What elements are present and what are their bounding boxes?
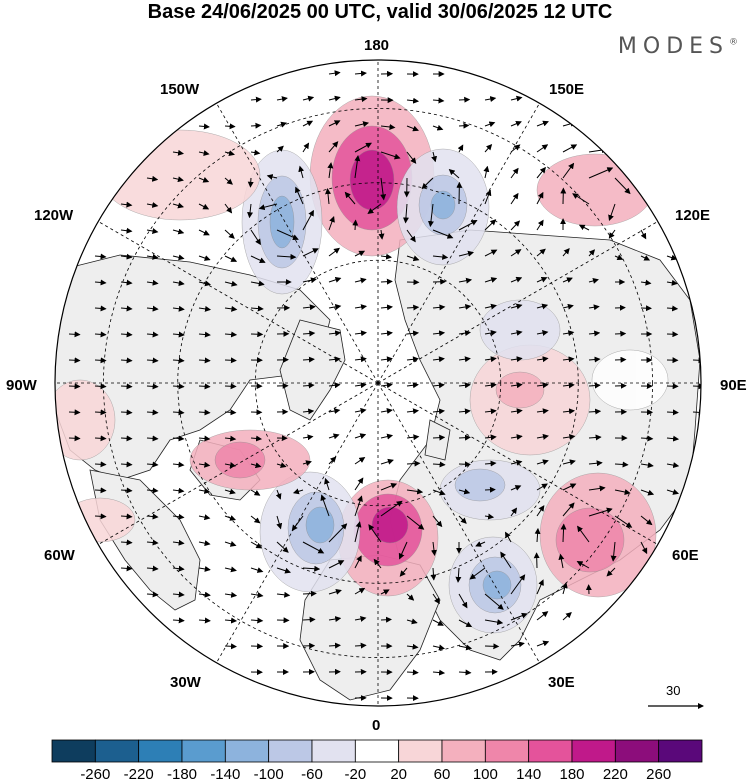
colorbar-tick-label: 60 [433, 766, 451, 783]
lon-label-30e: 30E [548, 674, 575, 691]
colorbar-swatch [224, 739, 270, 763]
colorbar-swatch [484, 739, 530, 763]
lon-label-60w: 60W [44, 547, 75, 564]
lon-label-30w: 30W [170, 674, 201, 691]
colorbar-swatch [571, 739, 616, 763]
colorbar-tick-label: 140 [516, 766, 542, 783]
colorbar-swatch [311, 739, 356, 763]
anomaly-shading [55, 95, 669, 634]
colorbar-swatch [441, 739, 486, 763]
colorbar-swatch [181, 739, 226, 763]
colorbar-swatch [528, 739, 573, 763]
wind-vectors [68, 70, 701, 702]
lon-label-120e: 120E [675, 207, 711, 224]
colorbar-tick-label: 260 [646, 766, 672, 783]
lon-label-120w: 120W [34, 207, 74, 224]
colorbar-swatch [138, 739, 183, 763]
colorbar-tick-label: 180 [559, 766, 585, 783]
colorbar-tick-label: -20 [344, 766, 367, 783]
colorbar-swatch [614, 739, 660, 763]
lon-label-0: 0 [372, 717, 381, 734]
lon-label-90w: 90W [6, 377, 37, 394]
colorbar-swatch [658, 739, 703, 763]
colorbar-tick-label: -180 [166, 766, 198, 783]
colorbar-tick-label: 20 [390, 766, 407, 783]
lon-label-180: 180 [364, 37, 390, 54]
colorbar-tick-label: -260 [80, 766, 111, 783]
map-title: Base 24/06/2025 00 UTC, valid 30/06/2025… [147, 1, 613, 23]
colorbar-tick-label: -220 [123, 766, 154, 783]
lon-label-150e: 150E [549, 81, 585, 98]
map-boundary [54, 59, 702, 707]
colorbar-tick-label: -100 [253, 766, 284, 783]
colorbar-tick-label: -140 [210, 766, 241, 783]
registered-mark: ® [729, 37, 738, 48]
reference-vector-label: 30 [666, 683, 681, 698]
brand-text: MODES [617, 34, 729, 59]
colorbar-tick-label: -60 [301, 766, 323, 783]
lon-label-90e: 90E [720, 377, 747, 394]
colorbar-swatch [268, 739, 313, 763]
colorbar-swatch [51, 739, 96, 763]
lon-label-60e: 60E [672, 547, 699, 564]
lon-label-150w: 150W [160, 81, 200, 98]
colorbar-swatch [94, 739, 140, 763]
colorbar-tick-label: 220 [602, 766, 628, 783]
colorbar-swatch [398, 739, 443, 763]
graticule [55, 60, 701, 706]
colorbar [51, 739, 703, 763]
colorbar-tick-label: 100 [472, 766, 498, 783]
modes-logo: MODES® [618, 34, 738, 59]
colorbar-swatch [354, 739, 400, 763]
